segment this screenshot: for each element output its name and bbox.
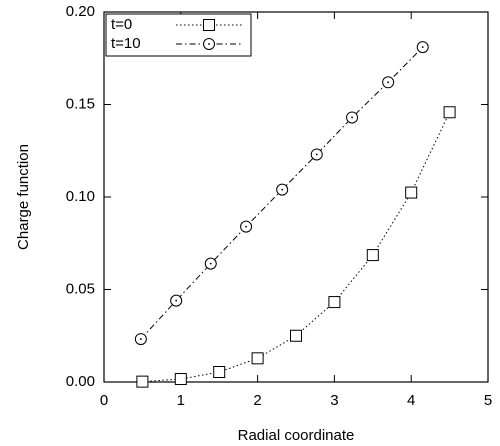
marker [136,375,149,388]
y-axis-label: Charge function [15,144,32,250]
y-tick-label: 0.10 [66,188,95,205]
marker-dot [387,81,390,84]
marker [366,249,379,262]
plot-frame [103,11,489,383]
x-tick-label: 2 [253,392,261,409]
marker [203,19,215,31]
marker-dot [315,153,318,156]
marker-dot [281,188,284,191]
marker-dot [245,225,247,228]
marker-dot [139,338,142,340]
marker-dot [421,46,424,49]
y-tick-label: 0.05 [66,280,95,297]
x-tick-label: 3 [330,392,338,409]
x-axis-label: Radial coordinate [238,427,355,444]
legend-label: t=0 [111,16,132,33]
x-tick-label: 1 [177,392,185,409]
marker [310,148,323,161]
y-tick-label: 0.00 [66,373,95,390]
marker [290,329,302,342]
marker [204,257,217,270]
marker [134,333,147,346]
y-tick-label: 0.20 [66,3,95,20]
marker-dot [351,116,353,119]
legend-label: t=10 [111,35,141,52]
marker [170,294,183,307]
marker [443,106,456,119]
marker [405,186,418,199]
marker [416,41,429,54]
marker [213,366,226,379]
marker [240,220,253,233]
x-tick-label: 0 [100,392,108,409]
x-tick-label: 4 [407,392,415,409]
marker-dot [209,262,212,265]
marker-dot [208,43,210,45]
marker [276,183,289,196]
legend-box [105,13,252,57]
marker [346,111,359,124]
x-tick-label: 5 [484,392,492,409]
marker [203,38,215,50]
marker [251,352,264,365]
marker-dot [175,299,178,302]
marker [382,76,395,89]
y-tick-label: 0.15 [66,95,95,112]
marker [174,373,187,386]
marker [328,296,341,309]
